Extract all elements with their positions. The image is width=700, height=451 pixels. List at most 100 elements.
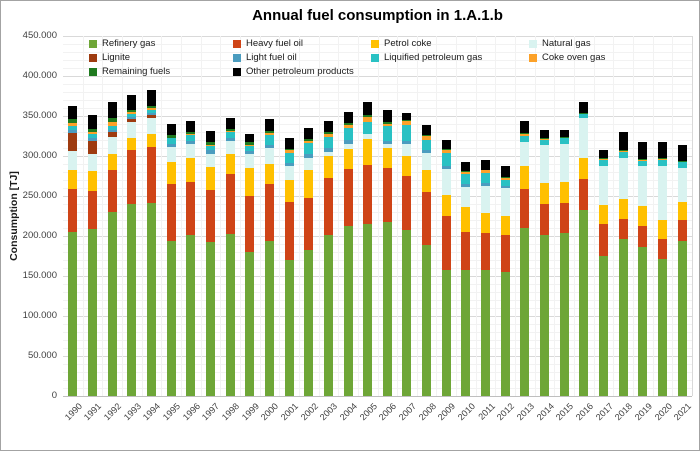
bar-segment-natural-gas[interactable] (402, 144, 412, 157)
bar-segment-remaining-fuels[interactable] (68, 119, 78, 124)
bar-segment-heavy-fuel-oil[interactable] (579, 179, 589, 211)
bar-segment-liquified-petroleum-gas[interactable] (500, 180, 510, 186)
legend-item-refinery-gas[interactable]: Refinery gas (89, 39, 155, 49)
bar-segment-remaining-fuels[interactable] (579, 112, 589, 114)
bar-segment-petrol-coke[interactable] (284, 180, 294, 203)
bar-segment-natural-gas[interactable] (441, 168, 451, 196)
bar-segment-petrol-coke[interactable] (638, 206, 648, 227)
legend-item-liquified-petroleum-gas[interactable]: Liquified petroleum gas (371, 53, 482, 63)
bar-segment-natural-gas[interactable] (264, 148, 274, 165)
bar-segment-petrol-coke[interactable] (343, 148, 353, 169)
bar-segment-other-petroleum-products[interactable] (205, 131, 215, 143)
bar-segment-natural-gas[interactable] (225, 140, 235, 155)
bar-segment-petrol-coke[interactable] (127, 138, 137, 151)
bar-segment-remaining-fuels[interactable] (304, 139, 314, 141)
bar-segment-other-petroleum-products[interactable] (107, 101, 117, 119)
bar-segment-refinery-gas[interactable] (481, 270, 491, 396)
bar-segment-light-fuel-oil[interactable] (264, 144, 274, 149)
bar-segment-liquified-petroleum-gas[interactable] (579, 114, 589, 118)
bar-segment-heavy-fuel-oil[interactable] (461, 232, 471, 271)
bar-segment-remaining-fuels[interactable] (677, 160, 687, 162)
legend-item-heavy-fuel-oil[interactable]: Heavy fuel oil (233, 39, 303, 49)
bar-segment-coke-oven-gas[interactable] (382, 124, 392, 127)
bar-segment-lignite[interactable] (127, 119, 137, 123)
bar-segment-other-petroleum-products[interactable] (599, 149, 609, 159)
bar-segment-heavy-fuel-oil[interactable] (382, 168, 392, 223)
bar-segment-other-petroleum-products[interactable] (87, 115, 97, 129)
bar-segment-remaining-fuels[interactable] (382, 122, 392, 125)
bar-segment-remaining-fuels[interactable] (225, 128, 235, 132)
bar-segment-other-petroleum-products[interactable] (284, 138, 294, 149)
bar-segment-liquified-petroleum-gas[interactable] (520, 136, 530, 143)
bar-segment-lignite[interactable] (68, 132, 78, 152)
bar-segment-petrol-coke[interactable] (618, 199, 628, 220)
bar-segment-coke-oven-gas[interactable] (677, 161, 687, 163)
bar-segment-refinery-gas[interactable] (677, 240, 687, 396)
bar-segment-natural-gas[interactable] (422, 152, 432, 170)
bar-segment-heavy-fuel-oil[interactable] (323, 178, 333, 236)
bar-segment-heavy-fuel-oil[interactable] (422, 192, 432, 245)
bar-segment-remaining-fuels[interactable] (618, 150, 628, 152)
bar-segment-natural-gas[interactable] (382, 144, 392, 149)
bar-segment-heavy-fuel-oil[interactable] (520, 188, 530, 228)
legend-item-lignite[interactable]: Lignite (89, 53, 130, 63)
bar-segment-refinery-gas[interactable] (520, 228, 530, 396)
bar-segment-petrol-coke[interactable] (540, 183, 550, 205)
bar-segment-remaining-fuels[interactable] (343, 123, 353, 125)
bar-segment-remaining-fuels[interactable] (205, 142, 215, 145)
bar-segment-remaining-fuels[interactable] (166, 135, 176, 138)
bar-segment-natural-gas[interactable] (363, 134, 373, 140)
bar-segment-remaining-fuels[interactable] (638, 159, 648, 161)
bar-segment-coke-oven-gas[interactable] (481, 170, 491, 173)
bar-segment-liquified-petroleum-gas[interactable] (107, 125, 117, 130)
bar-segment-natural-gas[interactable] (677, 168, 687, 203)
bar-segment-heavy-fuel-oil[interactable] (441, 216, 451, 271)
bar-segment-petrol-coke[interactable] (205, 167, 215, 191)
bar-segment-remaining-fuels[interactable] (107, 118, 117, 123)
bar-segment-heavy-fuel-oil[interactable] (500, 235, 510, 272)
bar-segment-light-fuel-oil[interactable] (68, 129, 78, 133)
bar-segment-light-fuel-oil[interactable] (304, 154, 314, 158)
bar-segment-light-fuel-oil[interactable] (284, 163, 294, 167)
bar-segment-light-fuel-oil[interactable] (343, 140, 353, 145)
bar-segment-heavy-fuel-oil[interactable] (166, 184, 176, 241)
bar-segment-liquified-petroleum-gas[interactable] (382, 126, 392, 141)
bar-segment-petrol-coke[interactable] (304, 170, 314, 198)
bar-segment-refinery-gas[interactable] (461, 270, 471, 396)
bar-segment-remaining-fuels[interactable] (245, 142, 255, 145)
bar-segment-light-fuel-oil[interactable] (461, 184, 471, 188)
bar-segment-petrol-coke[interactable] (225, 154, 235, 175)
bar-segment-coke-oven-gas[interactable] (559, 137, 569, 139)
bar-segment-refinery-gas[interactable] (540, 235, 550, 396)
bar-segment-other-petroleum-products[interactable] (186, 120, 196, 133)
bar-segment-petrol-coke[interactable] (481, 212, 491, 233)
bar-segment-coke-oven-gas[interactable] (87, 132, 97, 135)
bar-segment-remaining-fuels[interactable] (461, 171, 471, 173)
bar-segment-other-petroleum-products[interactable] (146, 90, 156, 106)
bar-segment-remaining-fuels[interactable] (264, 131, 274, 133)
bar-segment-heavy-fuel-oil[interactable] (68, 188, 78, 232)
bar-segment-other-petroleum-products[interactable] (441, 140, 451, 149)
bar-segment-petrol-coke[interactable] (264, 164, 274, 185)
bar-segment-refinery-gas[interactable] (205, 242, 215, 396)
bar-segment-refinery-gas[interactable] (264, 240, 274, 396)
bar-segment-light-fuel-oil[interactable] (363, 133, 373, 135)
bar-segment-natural-gas[interactable] (146, 117, 156, 134)
bar-segment-light-fuel-oil[interactable] (481, 183, 491, 187)
bar-segment-coke-oven-gas[interactable] (127, 112, 137, 114)
bar-segment-coke-oven-gas[interactable] (245, 144, 255, 146)
bar-segment-refinery-gas[interactable] (658, 259, 668, 396)
bar-segment-coke-oven-gas[interactable] (323, 133, 333, 137)
bar-segment-natural-gas[interactable] (186, 144, 196, 159)
bar-segment-other-petroleum-products[interactable] (461, 161, 471, 172)
bar-segment-heavy-fuel-oil[interactable] (87, 191, 97, 229)
bar-segment-liquified-petroleum-gas[interactable] (186, 135, 196, 141)
bar-segment-liquified-petroleum-gas[interactable] (343, 128, 353, 141)
bar-segment-coke-oven-gas[interactable] (599, 159, 609, 161)
bar-segment-other-petroleum-products[interactable] (422, 124, 432, 136)
bar-segment-natural-gas[interactable] (245, 154, 255, 168)
bar-segment-coke-oven-gas[interactable] (363, 116, 373, 122)
bar-segment-heavy-fuel-oil[interactable] (363, 164, 373, 224)
bar-segment-petrol-coke[interactable] (579, 157, 589, 180)
bar-segment-liquified-petroleum-gas[interactable] (264, 135, 274, 145)
